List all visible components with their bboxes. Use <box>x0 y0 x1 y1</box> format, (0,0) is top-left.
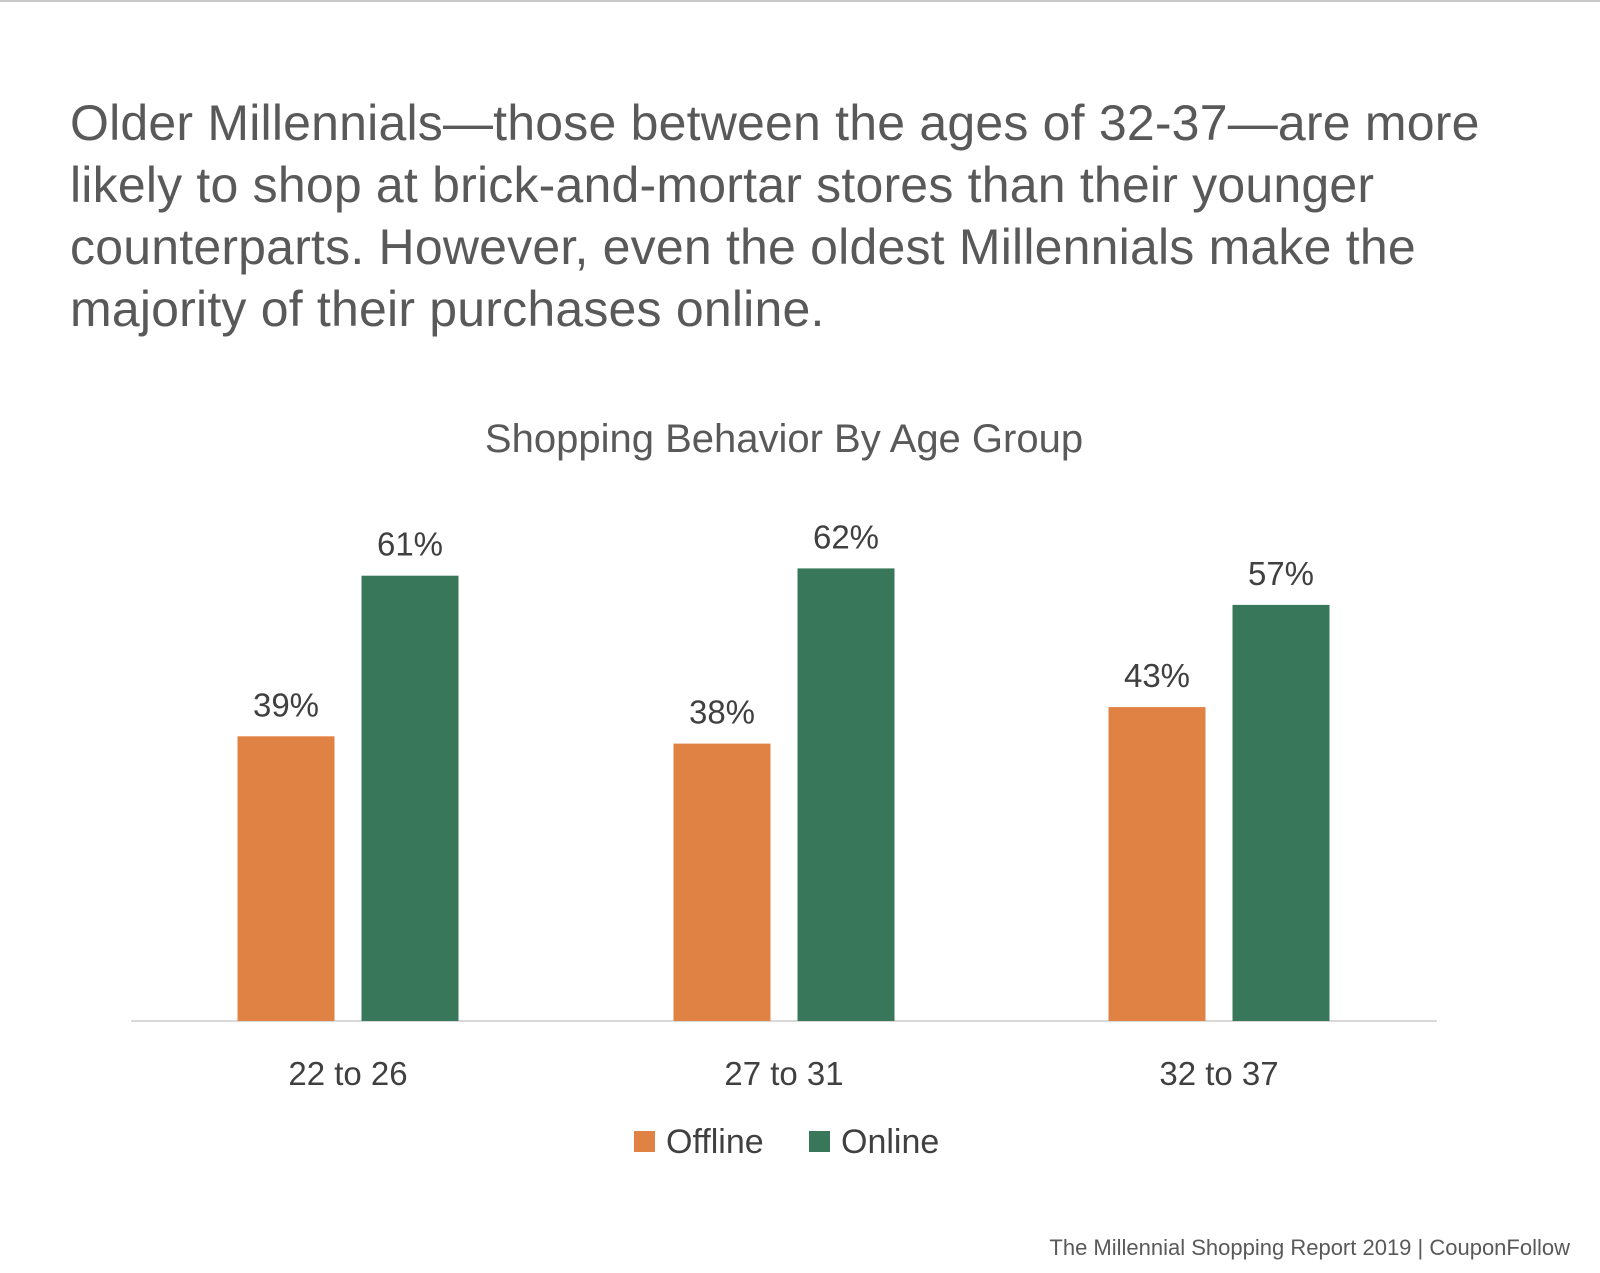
top-divider <box>0 0 1600 2</box>
legend-label-offline: Offline <box>666 1123 764 1161</box>
bar-offline-22-to-26 <box>237 736 335 1021</box>
data-label-online-32-to-37: 57% <box>1248 555 1314 592</box>
bar-offline-32-to-37 <box>1108 707 1206 1021</box>
bar-online-22-to-26 <box>361 575 459 1021</box>
headline: Older Millennials—those between the ages… <box>70 95 1480 337</box>
legend: Offline Online <box>634 1123 939 1161</box>
x-tick-labels-layer: 22 to 26 27 to 31 32 to 37 <box>288 1055 1278 1092</box>
x-tick-label: 32 to 37 <box>1159 1055 1278 1092</box>
data-label-offline-27-to-31: 38% <box>689 694 755 731</box>
x-tick-label: 22 to 26 <box>288 1055 407 1092</box>
bar-online-32-to-37 <box>1232 604 1330 1021</box>
legend-swatch-offline <box>634 1131 655 1152</box>
x-tick-label: 27 to 31 <box>724 1055 843 1092</box>
bar-online-27-to-31 <box>797 568 895 1021</box>
bar-offline-27-to-31 <box>673 743 771 1021</box>
legend-label-online: Online <box>841 1123 939 1161</box>
data-labels-layer: 39% 38% 43% 61% 62% 57% <box>253 518 1314 730</box>
source-footer: The Millennial Shopping Report 2019 | Co… <box>1049 1235 1570 1260</box>
legend-swatch-online <box>809 1131 830 1152</box>
data-label-offline-32-to-37: 43% <box>1124 657 1190 694</box>
chart-title: Shopping Behavior By Age Group <box>485 417 1083 461</box>
data-label-online-22-to-26: 61% <box>377 526 443 563</box>
data-label-online-27-to-31: 62% <box>813 518 879 555</box>
data-label-offline-22-to-26: 39% <box>253 686 319 723</box>
bars-layer <box>237 568 1330 1021</box>
